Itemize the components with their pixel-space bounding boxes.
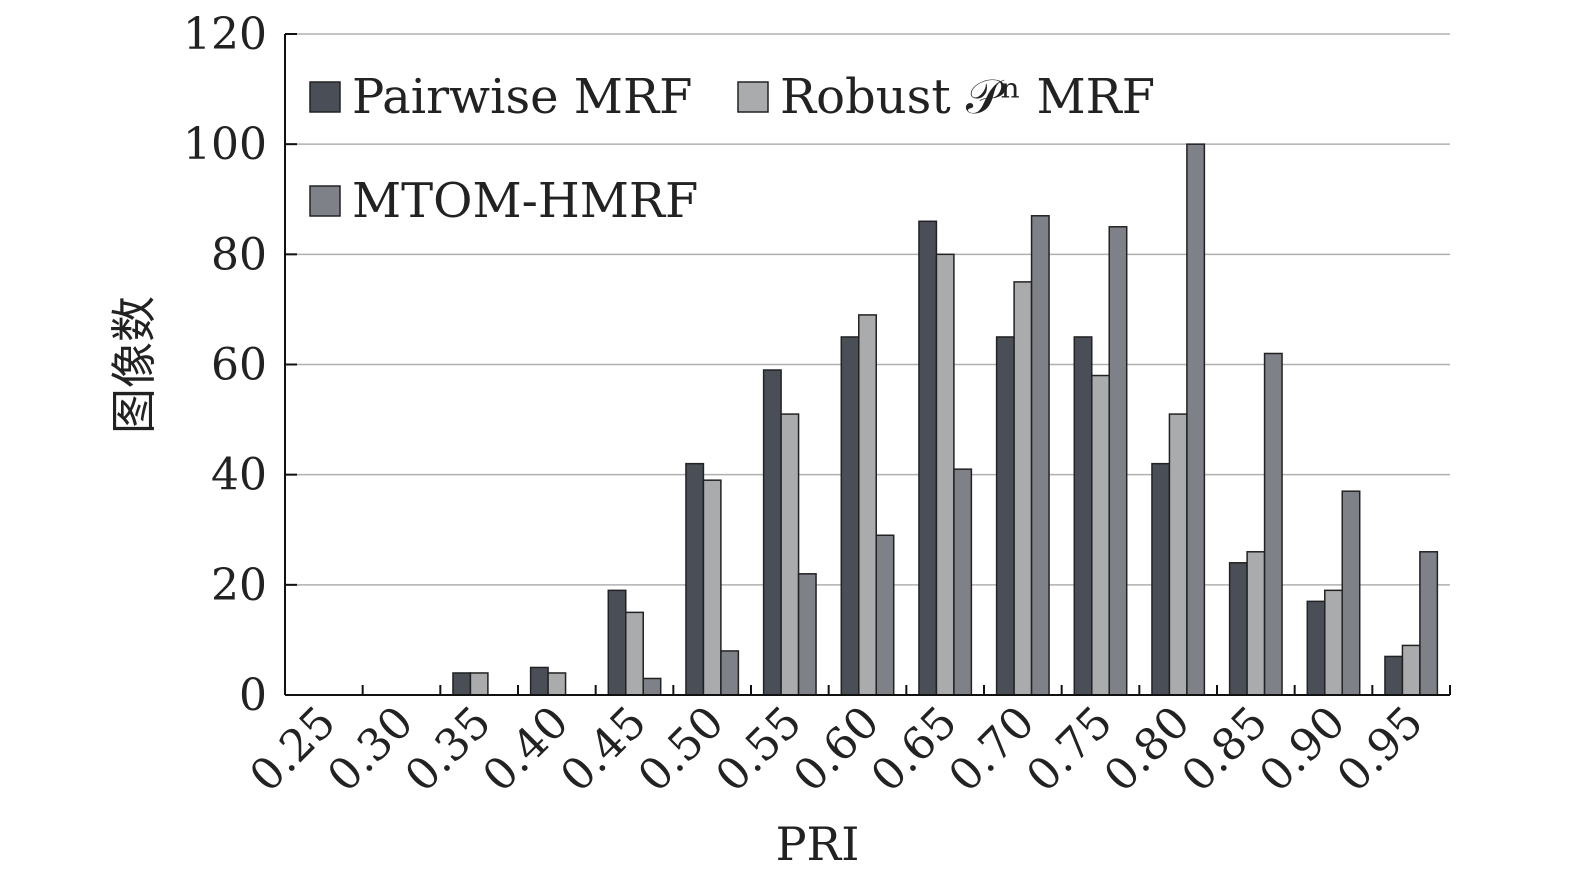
y-tick-label: 40 [211, 450, 267, 501]
bar-2-0.90 [1324, 589, 1343, 696]
bar-2-0.60 [858, 314, 877, 696]
bar-1-0.90 [1306, 600, 1326, 696]
y-tick-label: 120 [183, 9, 267, 60]
bar-2-0.50 [702, 479, 722, 696]
bar-1-0.40 [529, 666, 549, 696]
x-tick-label: 0.45 [551, 697, 656, 802]
bar-3-0.75 [1108, 226, 1128, 696]
bar-3-0.70 [1030, 215, 1050, 696]
bar-1-0.65 [918, 220, 938, 696]
bar-2-0.80 [1168, 413, 1188, 696]
bar-3-0.90 [1341, 490, 1361, 696]
y-tick-label: 60 [211, 340, 267, 391]
x-tick-label: 0.30 [318, 697, 423, 802]
x-axis-label: PRI [776, 817, 860, 871]
legend-swatch-3 [309, 185, 341, 217]
x-tick-label: 0.80 [1095, 697, 1200, 802]
y-ticks: 0 20 40 60 80 100 120 [183, 9, 297, 721]
legend-label-3: MTOM-HMRF [352, 173, 698, 229]
bar-1-0.60 [840, 336, 860, 696]
bar-1-0.45 [607, 589, 627, 696]
bar-3-0.50 [720, 650, 740, 696]
bar-3-0.80 [1186, 143, 1206, 696]
bar-2-0.40 [547, 672, 567, 696]
x-ticks: 0.250.300.350.400.450.500.550.600.650.70… [240, 685, 1451, 802]
bar-3-0.55 [797, 573, 817, 696]
bar-1-0.35 [452, 672, 472, 696]
bar-1-0.95 [1384, 655, 1404, 696]
bar-2-0.75 [1091, 374, 1110, 696]
bar-3-0.95 [1419, 551, 1439, 696]
bar-3-0.45 [642, 677, 662, 696]
bar-1-0.85 [1228, 562, 1248, 696]
bar-1-0.75 [1073, 336, 1093, 696]
bar-1-0.70 [995, 336, 1015, 696]
bar-3-0.60 [875, 534, 895, 696]
x-tick-label: 0.35 [396, 697, 501, 802]
x-tick-label: 0.95 [1328, 697, 1433, 802]
x-tick-label: 0.60 [784, 697, 889, 802]
x-tick-label: 0.65 [862, 697, 967, 802]
bar-2-0.95 [1401, 644, 1421, 696]
x-tick-label: 0.85 [1172, 697, 1277, 802]
bar-3-0.85 [1263, 352, 1283, 696]
x-tick-label: 0.70 [939, 697, 1044, 802]
x-tick-label: 0.50 [629, 697, 734, 802]
legend-swatch-2 [737, 81, 769, 113]
y-tick-label: 0 [239, 670, 267, 721]
bar-2-0.65 [935, 253, 955, 696]
y-tick-label: 20 [211, 560, 267, 611]
bar-2-0.55 [780, 413, 800, 696]
bar-1-0.55 [762, 369, 782, 696]
x-tick-label: 0.75 [1017, 697, 1122, 802]
bars [452, 143, 1439, 696]
bar-1-0.50 [685, 462, 705, 696]
bar-2-0.35 [469, 672, 489, 696]
bar-3-0.65 [953, 468, 973, 696]
bar-2-0.45 [625, 611, 644, 696]
bar-2-0.70 [1013, 281, 1033, 696]
legend-label-2: Robust 𝒫ⁿ MRF [780, 69, 1155, 125]
x-tick-label: 0.55 [706, 697, 811, 802]
legend: Pairwise MRF Robust 𝒫ⁿ MRF MTOM-HMRF [309, 69, 1155, 229]
y-axis-label: 图像数 [107, 296, 161, 434]
legend-label-1: Pairwise MRF [352, 69, 692, 125]
x-tick-label: 0.90 [1250, 697, 1355, 802]
legend-swatch-1 [309, 81, 341, 113]
bar-1-0.80 [1151, 462, 1171, 696]
x-tick-label: 0.40 [473, 697, 578, 802]
y-tick-label: 80 [211, 229, 267, 280]
y-tick-label: 100 [183, 119, 267, 170]
bar-2-0.85 [1246, 551, 1266, 696]
